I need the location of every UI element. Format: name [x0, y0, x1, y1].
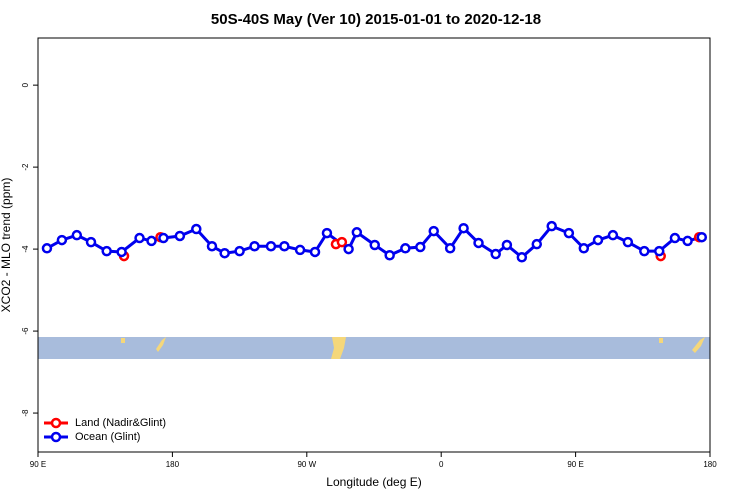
point: [343, 243, 354, 255]
point: [294, 244, 306, 256]
legend-label: Land (Nadir&Glint): [75, 417, 166, 429]
point: [622, 236, 634, 248]
legend-label: Ocean (Glint): [75, 431, 140, 443]
point: [639, 245, 650, 257]
y-tick-label: -8: [21, 409, 30, 417]
point: [458, 222, 469, 234]
point: [669, 232, 681, 244]
point: [146, 235, 157, 247]
legend: Land (Nadir&Glint) Ocean (Glint): [44, 417, 166, 443]
land-blob: [156, 337, 166, 352]
x-tick-label: 90 E: [567, 460, 583, 469]
y-tick-label: -2: [21, 163, 30, 171]
legend-marker: [50, 431, 62, 443]
x-tick-label: 180: [166, 460, 180, 469]
point: [563, 227, 575, 239]
y-tick-label: -6: [21, 327, 30, 335]
point: [490, 248, 501, 260]
point: [653, 245, 665, 257]
point: [607, 229, 619, 241]
point: [249, 240, 260, 252]
land-blob: [659, 338, 663, 343]
point: [351, 227, 363, 238]
point: [116, 246, 127, 258]
chart-title: 50S-40S May (Ver 10) 2015-01-01 to 2020-…: [211, 11, 541, 28]
land-blob: [121, 338, 125, 343]
point: [321, 227, 333, 239]
point: [206, 240, 218, 252]
land-blob: [331, 337, 346, 359]
legend-marker: [50, 417, 62, 429]
point: [696, 231, 708, 243]
point: [71, 229, 83, 241]
y-axis-label: XCO2 - MLO trend (ppm): [0, 178, 13, 313]
x-axis-label: Longitude (deg E): [326, 475, 421, 489]
point: [174, 230, 186, 242]
land-mask: [38, 337, 710, 359]
point: [384, 249, 395, 261]
point: [234, 245, 245, 257]
point: [400, 243, 411, 254]
point: [265, 240, 277, 252]
point: [279, 240, 290, 252]
point: [219, 247, 230, 259]
x-tick-label: 90 W: [297, 460, 316, 469]
point: [428, 225, 439, 237]
point: [336, 236, 348, 248]
point: [415, 241, 426, 253]
point: [592, 234, 604, 246]
point: [578, 243, 590, 254]
y-tick-label: 0: [21, 82, 30, 87]
x-tick-label: 90 E: [30, 460, 46, 469]
land-strip: [38, 337, 710, 359]
point: [473, 237, 484, 249]
point: [516, 252, 528, 263]
point: [501, 239, 513, 251]
point: [546, 220, 557, 232]
point: [444, 243, 456, 254]
land-blob: [692, 337, 705, 353]
x-tick-label: 0: [439, 460, 444, 469]
point: [191, 223, 202, 235]
point: [41, 243, 53, 254]
point: [56, 234, 68, 246]
point: [369, 239, 380, 251]
point: [85, 236, 97, 248]
y-tick-label: -4: [21, 245, 30, 253]
point: [531, 238, 543, 250]
point: [134, 232, 145, 244]
x-tick-label: 180: [703, 460, 717, 469]
plot-frame: [37, 37, 711, 453]
point: [101, 245, 112, 257]
point: [158, 232, 169, 244]
point: [309, 246, 321, 258]
point: [682, 235, 693, 247]
